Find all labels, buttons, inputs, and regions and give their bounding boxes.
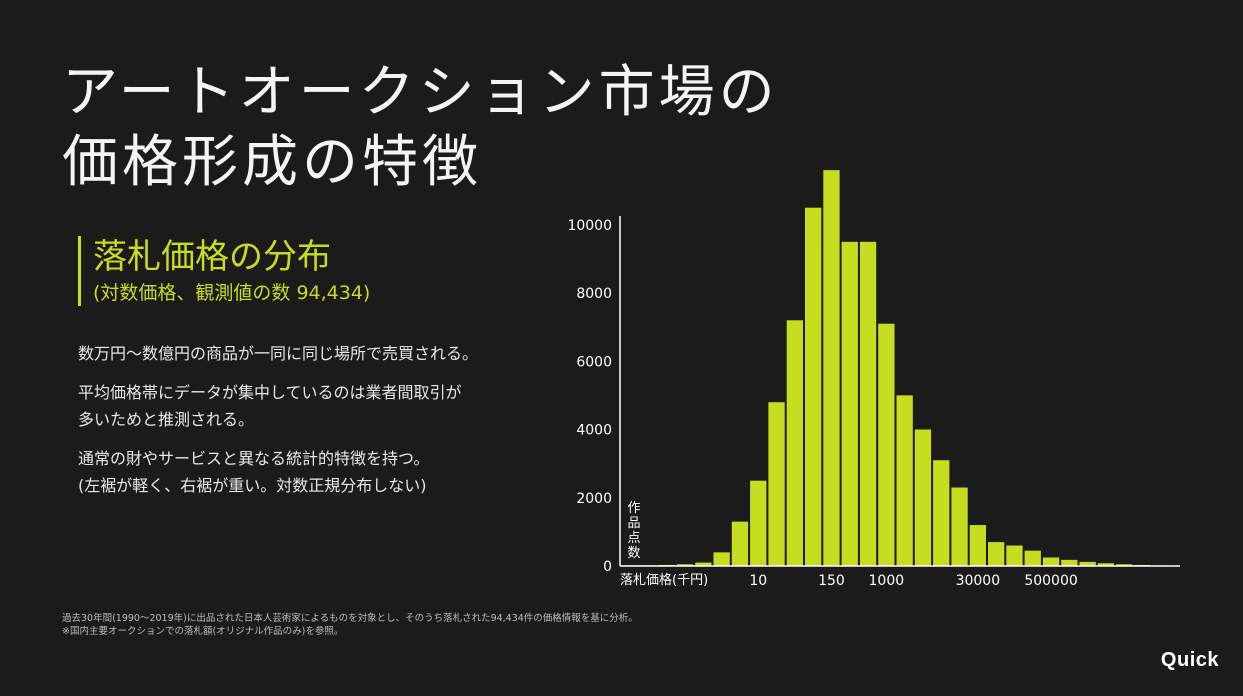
histogram-bar (1116, 564, 1133, 566)
histogram-bar (1079, 561, 1096, 566)
description-line: 多いためと推測される。 (78, 410, 255, 429)
y-tick-label: 4000 (576, 423, 612, 439)
x-tick-label: 30000 (956, 573, 1001, 589)
histogram-bar (713, 552, 730, 566)
section-subtitle: (対数価格、観測値の数 94,434) (93, 282, 371, 304)
histogram-bar (988, 542, 1005, 566)
title-line-2: 価格形成の特徴 (62, 130, 482, 195)
histogram-bar (768, 402, 785, 566)
histogram-bar (1006, 545, 1023, 566)
x-tick-label: 500000 (1024, 573, 1077, 589)
histogram-bar (1097, 563, 1115, 566)
description: 数万円〜数億円の商品が一同に同じ場所で売買される。 平均価格帯にデータが集中して… (78, 340, 548, 511)
description-paragraph-3: 通常の財やサービスと異なる統計的特徴を持つ。 (左裾が軽く、右裾が重い。対数正規… (78, 445, 548, 499)
x-tick-label: 10 (749, 573, 767, 589)
histogram-bar (841, 241, 858, 566)
footnote: 過去30年間(1990〜2019年)に出品された日本人芸術家によるものを対象とし… (62, 612, 638, 638)
footnote-line-2: ※国内主要オークションでの落札額(オリジナル作品のみ)を参照。 (62, 626, 344, 637)
description-paragraph-2: 平均価格帯にデータが集中しているのは業者間取引が 多いためと推測される。 (78, 379, 548, 433)
histogram-bar (676, 564, 694, 566)
histogram-bar (731, 521, 749, 566)
histogram-bar (878, 323, 895, 566)
histogram-bar (750, 480, 767, 566)
quick-logo: Quick (1160, 649, 1219, 671)
description-line: 平均価格帯にデータが集中しているのは業者間取引が (78, 383, 462, 402)
histogram-bar (969, 525, 986, 566)
histogram-bar (1024, 550, 1041, 566)
section-header: 落札価格の分布 (対数価格、観測値の数 94,434) (78, 236, 370, 306)
description-line: 通常の財やサービスと異なる統計的特徴を持つ。 (78, 449, 430, 468)
y-tick-label: 8000 (576, 286, 612, 302)
histogram-bar (896, 395, 913, 566)
description-line: (左裾が軽く、右裾が重い。対数正規分布しない) (78, 476, 427, 495)
x-tick-label: 1000 (869, 573, 905, 589)
page-title: アートオークション市場の 価格形成の特徴 (62, 58, 779, 198)
histogram-bar (1061, 559, 1078, 566)
x-tick-label: 150 (818, 573, 845, 589)
histogram-bar (695, 562, 712, 566)
histogram-bar (805, 207, 822, 566)
title-line-1: アートオークション市場の (62, 60, 779, 125)
histogram-bar (786, 320, 803, 566)
y-tick-label: 6000 (576, 354, 612, 370)
histogram-bar (914, 429, 932, 566)
y-axis-label: 作品点数 (627, 501, 640, 561)
histogram-bar (823, 170, 840, 566)
section-title: 落札価格の分布 (93, 237, 331, 277)
y-tick-label: 10000 (567, 218, 612, 234)
x-axis-label: 落札価格(千円) (620, 572, 708, 588)
description-paragraph-1: 数万円〜数億円の商品が一同に同じ場所で売買される。 (78, 340, 548, 367)
footnote-line-1: 過去30年間(1990〜2019年)に出品された日本人芸術家によるものを対象とし… (62, 613, 638, 624)
y-tick-label: 2000 (576, 491, 612, 507)
histogram-bar (1042, 557, 1060, 566)
y-tick-label: 0 (603, 559, 612, 575)
histogram-bar (933, 460, 950, 566)
histogram-bar (951, 487, 968, 566)
description-line: 数万円〜数億円の商品が一同に同じ場所で売買される。 (78, 344, 479, 363)
histogram-bar (859, 241, 877, 566)
